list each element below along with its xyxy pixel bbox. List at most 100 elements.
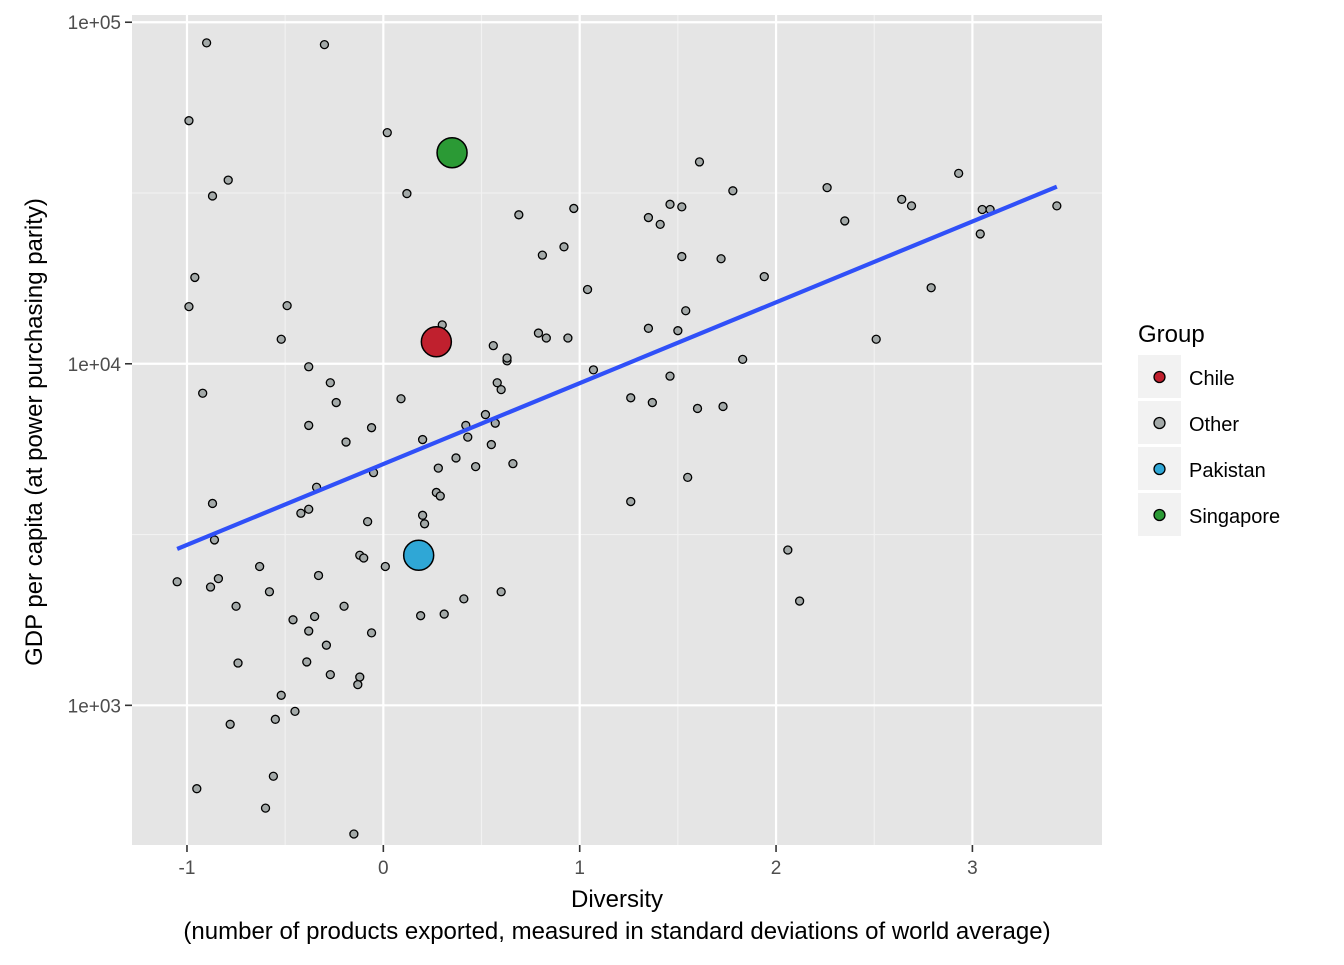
data-point: [665, 371, 675, 381]
data-point: [643, 212, 654, 223]
data-point: [321, 640, 332, 650]
data-point: [738, 354, 748, 365]
x-tick-label: 0: [378, 858, 389, 879]
data-point: [304, 420, 314, 431]
data-point: [201, 38, 212, 48]
data-point: [190, 272, 200, 283]
data-point: [492, 378, 502, 388]
data-point: [783, 545, 793, 555]
data-point: [207, 191, 218, 201]
legend-label: Singapore: [1189, 506, 1280, 528]
data-point: [304, 504, 314, 514]
legend: Group Chile Other Pakistan Singapore: [1138, 321, 1280, 536]
legend-label: Chile: [1189, 368, 1235, 390]
data-point: [213, 573, 224, 584]
y-axis: 1e+03 1e+04 1e+05: [68, 13, 132, 717]
data-point: [514, 210, 524, 220]
data-point: [439, 609, 449, 619]
data-point: [233, 658, 243, 668]
highlighted-points: [402, 136, 468, 572]
data-point: [871, 334, 881, 344]
data-point: [728, 186, 738, 196]
data-point: [840, 216, 850, 226]
data-point: [223, 175, 233, 185]
data-point: [341, 437, 351, 447]
data-point: [694, 157, 705, 167]
data-point: [563, 333, 573, 343]
y-axis-title: GDP per capita (at power purchasing pari…: [21, 198, 48, 666]
grid-major: [132, 15, 1102, 845]
data-point: [209, 535, 220, 545]
data-point: [309, 611, 320, 622]
data-point: [975, 229, 985, 239]
data-point: [172, 577, 182, 587]
data-point: [366, 628, 377, 638]
point-singapore: [436, 136, 468, 169]
data-point: [331, 397, 341, 408]
data-point: [692, 403, 703, 414]
data-point: [417, 510, 428, 520]
data-point: [362, 516, 373, 527]
data-point: [207, 498, 218, 509]
y-tick-label: 1e+05: [68, 13, 121, 34]
legend-marker: [1153, 370, 1166, 384]
data-point: [486, 439, 496, 450]
legend-item-chile: Chile: [1138, 355, 1235, 398]
data-point: [435, 491, 445, 501]
data-point: [496, 384, 506, 395]
data-point: [417, 434, 428, 445]
data-point: [359, 553, 369, 563]
x-axis-title: Diversity: [571, 886, 663, 913]
legend-label: Pakistan: [1189, 460, 1266, 482]
data-point: [396, 394, 406, 404]
data-point: [296, 508, 306, 518]
grid-minor: [132, 15, 1102, 845]
y-tick-label: 1e+04: [68, 355, 122, 376]
data-point: [537, 250, 548, 260]
trend-line-layer: [176, 184, 1058, 551]
data-point: [533, 328, 544, 338]
data-point: [184, 301, 194, 312]
data-point: [906, 201, 917, 211]
y-tick-label: 1e+03: [68, 696, 121, 717]
data-point: [276, 690, 286, 700]
data-point: [225, 719, 235, 729]
legend-label: Other: [1189, 414, 1239, 436]
trend-line: [176, 184, 1058, 551]
legend-item-other: Other: [1138, 401, 1239, 444]
data-point: [355, 672, 365, 682]
data-points: [172, 38, 1062, 839]
data-point: [198, 388, 208, 398]
data-point: [205, 582, 216, 592]
data-point: [626, 496, 636, 507]
data-point: [582, 284, 593, 295]
data-point: [459, 594, 469, 604]
data-point: [718, 401, 728, 412]
data-point: [192, 784, 202, 794]
data-point: [288, 615, 298, 625]
data-point: [643, 323, 654, 333]
data-point: [419, 519, 430, 529]
data-point: [480, 409, 491, 420]
data-point: [508, 459, 518, 469]
data-point: [897, 194, 907, 204]
data-point: [716, 254, 726, 264]
data-point: [382, 128, 392, 138]
x-tick-label: 1: [574, 858, 585, 879]
data-point: [304, 362, 314, 372]
data-point: [415, 611, 426, 621]
data-point: [276, 334, 286, 344]
data-point: [502, 353, 512, 363]
data-point: [977, 204, 987, 215]
data-point: [304, 626, 314, 636]
data-point: [681, 306, 691, 316]
data-point: [231, 601, 241, 611]
data-point: [559, 242, 569, 252]
data-point: [677, 202, 687, 212]
data-point: [353, 679, 363, 690]
data-point: [270, 714, 280, 724]
legend-title: Group: [1138, 321, 1205, 348]
legend-item-singapore: Singapore: [1138, 493, 1280, 536]
data-point: [677, 251, 687, 262]
data-point: [496, 587, 506, 597]
